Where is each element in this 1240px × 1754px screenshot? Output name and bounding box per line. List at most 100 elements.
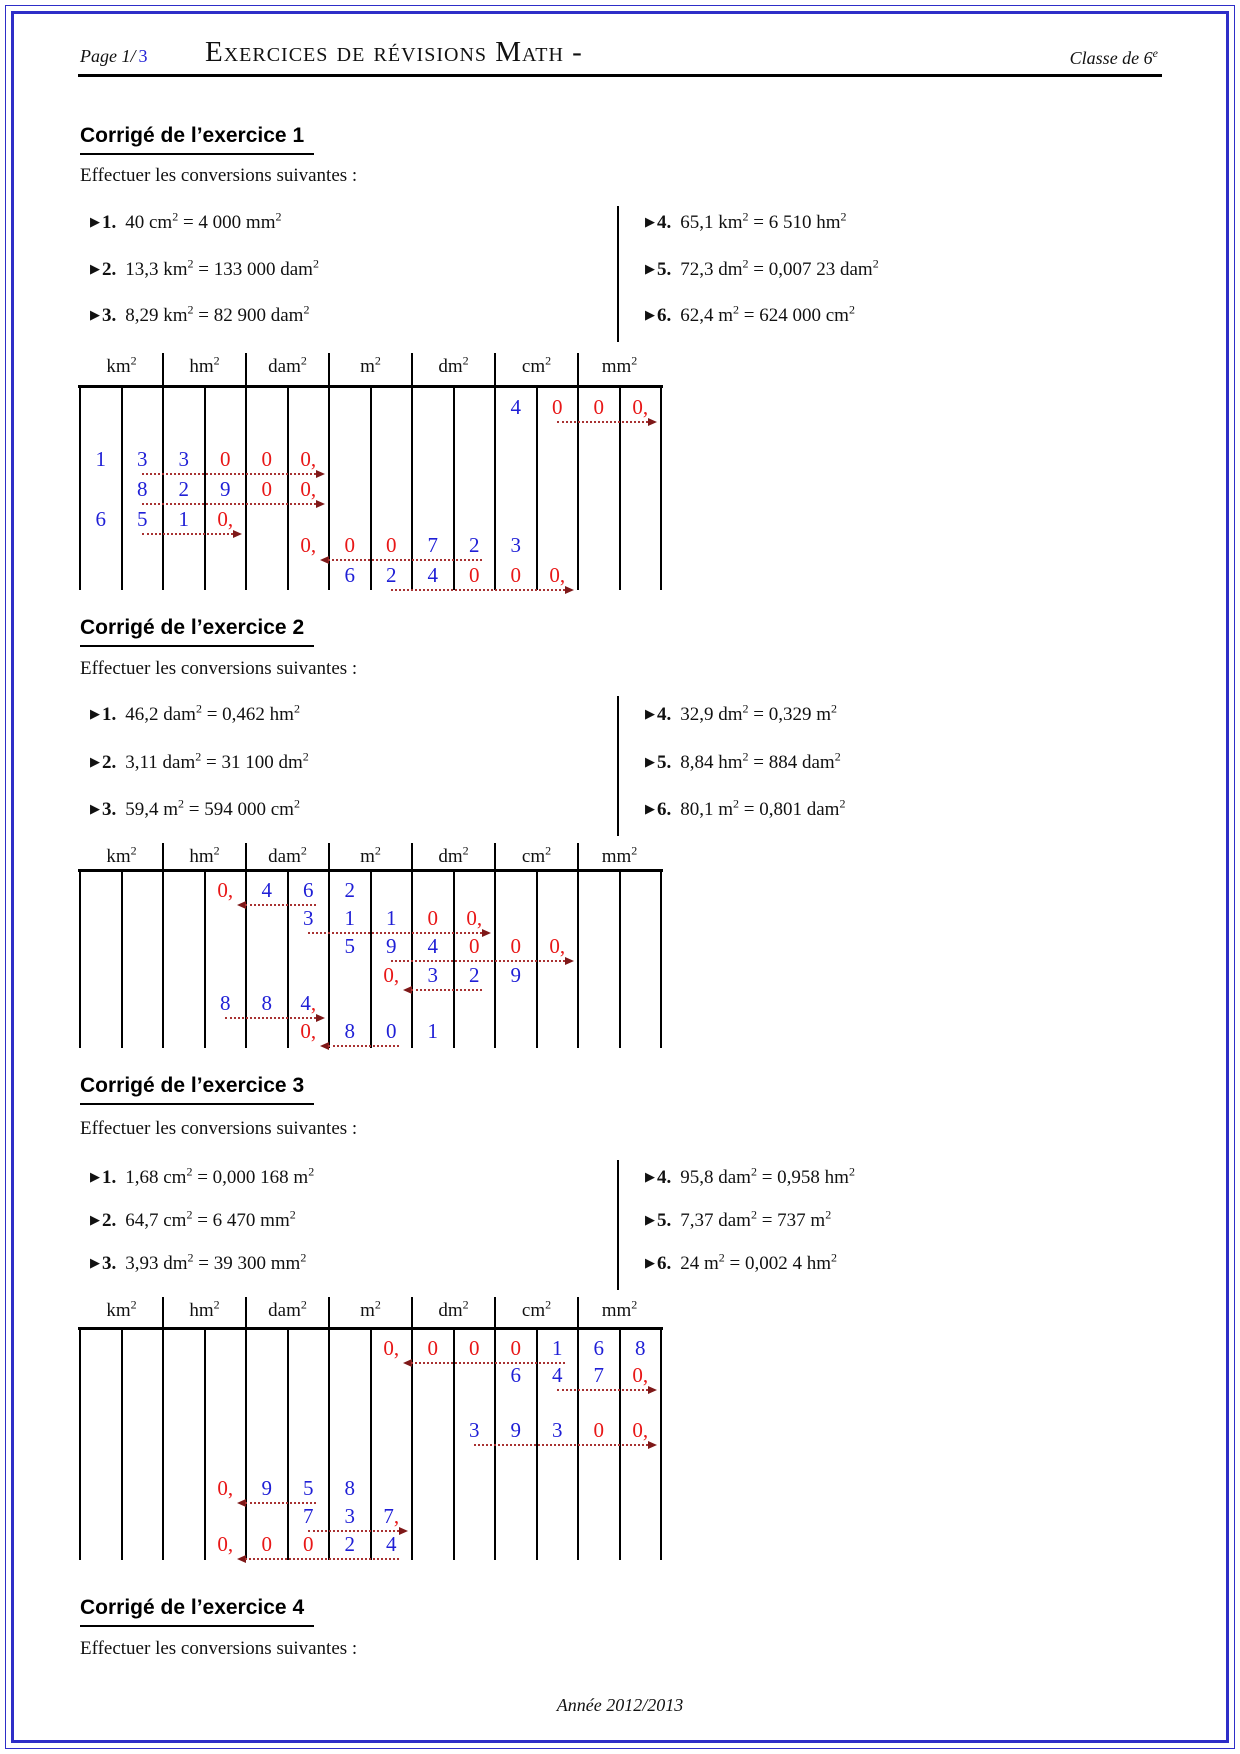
table-column-header-cm: cm2 [521,1297,552,1321]
item-number: 4. [657,704,672,725]
decimal-comma: , [476,906,483,930]
digit: 1 [95,447,107,471]
section-title-4: Corrigé de l’exercice 4 [80,1596,315,1627]
decimal-shift-dots [328,559,483,561]
item-bullet-icon: ▶ [645,1255,655,1270]
digit: 7 [383,1504,394,1528]
decimal-shift-arrow-left-icon [237,1498,247,1507]
table-grid-line [535,869,538,1048]
digit: 4 [427,563,439,587]
table-digit: 0, [535,563,579,587]
digit: 0 [261,477,273,501]
digit: 3 [344,1504,356,1528]
decimal-comma: , [227,878,234,902]
table-column-header-hm: hm2 [189,843,220,867]
table-grid-line [618,1327,621,1560]
table-grid-line [120,1327,123,1560]
decimal-shift-arrow-right-icon [648,1440,658,1449]
table-digit: 7, [369,1504,413,1528]
table-digit: 0 [411,1336,455,1360]
table-digit: 0 [494,563,538,587]
table-grid-line [411,1297,413,1560]
table-grid-line [660,385,662,590]
table-grid-line [120,869,123,1048]
digit: 1 [552,1336,563,1360]
table-grid-line [245,353,247,590]
digit: 8 [220,991,231,1015]
item-equation: 8,84 hm2 = 884 dam2 [680,749,841,773]
item-equation: 65,1 km2 = 6 510 hm2 [680,209,847,233]
table-digit: 0 [328,533,372,557]
digit: 0 [427,906,439,930]
digit: 0 [632,395,643,419]
conversion-item: ▶ 4. 65,1 km2 = 6 510 hm2 [645,209,847,234]
table-column-header-m: m2 [360,1297,381,1321]
table-column-header-mm: mm2 [601,1297,638,1321]
item-equation: 80,1 m2 = 0,801 dam2 [680,796,846,820]
table-digit: 1 [162,507,206,531]
items-column-divider [617,206,619,342]
decimal-comma: , [227,1476,234,1500]
table-digit: 0, [618,395,662,419]
item-number: 6. [657,1253,672,1274]
table-digit: 0 [369,533,413,557]
decimal-comma: , [393,1336,400,1360]
table-grid-line [162,1297,164,1560]
table-digit: 0, [286,1019,330,1043]
digit: 5 [137,507,148,531]
table-digit: 0, [286,477,330,501]
digit: 6 [95,507,107,531]
item-bullet-icon: ▶ [90,261,100,276]
class-label-text: Classe de 6 [1069,48,1153,68]
digit: 0 [303,1532,314,1556]
item-equation: 46,2 dam2 = 0,462 hm2 [125,701,300,725]
table-grid-line [618,869,621,1048]
digit: 8 [261,991,273,1015]
digit: 4 [386,1532,397,1556]
decimal-shift-dots [411,989,483,991]
digit: 8 [137,477,148,501]
decimal-shift-dots [142,473,317,475]
item-equation: 32,9 dm2 = 0,329 m2 [680,701,838,725]
decimal-comma: , [310,991,317,1015]
digit: 8 [635,1336,646,1360]
conversion-item: ▶ 6. 80,1 m2 = 0,801 dam2 [645,796,846,821]
digit: 3 [137,447,148,471]
table-digit: 1 [79,447,123,471]
table-column-header-km: km2 [106,1297,137,1321]
conversion-item: ▶ 3. 59,4 m2 = 594 000 cm2 [90,798,300,821]
item-equation: 72,3 dm2 = 0,007 23 dam2 [680,256,879,280]
table-digit: 2 [328,878,372,902]
table-grid-line [328,353,330,590]
digit: 3 [469,1418,480,1442]
conversion-item: ▶ 2. 13,3 km2 = 133 000 dam2 [90,258,319,281]
table-digit: 7 [411,533,455,557]
table-digit: 8 [328,1019,372,1043]
digit: 3 [178,447,190,471]
section-title-1: Corrigé de l’exercice 1 [80,124,315,155]
table-digit: 3 [286,906,330,930]
table-digit: 2 [162,477,206,501]
conversion-item: ▶ 3. 3,93 dm2 = 39 300 mm2 [90,1252,306,1275]
table-grid-line [494,1297,496,1560]
table-digit: 3 [328,1504,372,1528]
table-digit: 0 [245,447,289,471]
decimal-shift-arrow-right-icon [399,1526,409,1535]
table-column-header-mm: mm2 [601,353,638,377]
document-title: Exercices de révisions Math - [205,36,583,68]
table-digit: 0 [577,395,621,419]
table-digit: 2 [369,563,413,587]
decimal-shift-arrow-right-icon [482,928,492,937]
table-digit: 0, [203,1532,247,1556]
digit: 0 [510,1336,522,1360]
digit: 9 [386,934,397,958]
decimal-shift-arrow-left-icon [237,1554,247,1563]
table-digit: 8 [203,991,247,1015]
header-rule [78,74,1162,77]
item-number: 3. [102,1253,117,1274]
table-column-header-m: m2 [360,353,381,377]
item-number: 5. [657,259,672,280]
table-digit: 0, [452,906,496,930]
item-bullet-icon: ▶ [90,754,100,769]
